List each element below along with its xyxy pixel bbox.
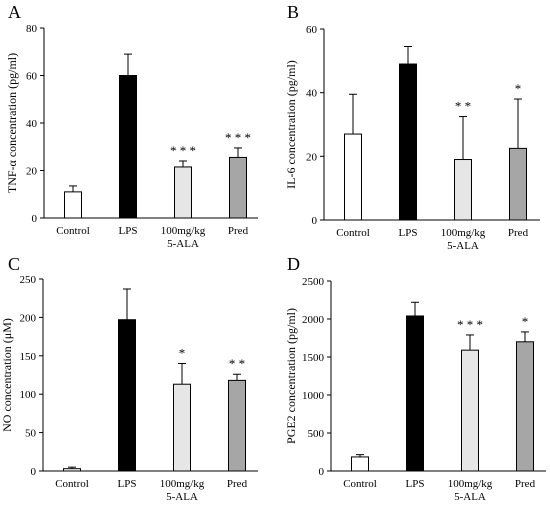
x-tick-label: Pred — [508, 227, 529, 239]
panel-label: D — [287, 254, 300, 274]
y-tick-label: 1500 — [302, 352, 325, 364]
y-tick-label: 60 — [26, 71, 38, 83]
y-tick-label: 2500 — [302, 276, 325, 288]
y-axis-title: IL-6 concentration (pg/ml) — [284, 60, 298, 189]
y-tick-label: 20 — [26, 166, 38, 178]
bar-100mg-kg — [454, 159, 472, 221]
x-tick-label: Pred — [227, 478, 248, 490]
bar-control — [344, 133, 362, 221]
x-tick-label: Control — [56, 225, 90, 237]
y-tick-label: 150 — [20, 351, 37, 363]
significance-marker: * * * — [225, 130, 251, 145]
bar-control — [63, 468, 81, 472]
significance-marker: * — [522, 314, 529, 329]
x-tick-label: 100mg/kg 5-ALA — [441, 227, 486, 252]
y-axis-title: PGE2 concentration (pg/ml) — [284, 308, 298, 444]
y-tick-label: 2000 — [302, 314, 325, 326]
y-tick-label: 250 — [20, 274, 37, 286]
y-tick-label: 100 — [20, 389, 37, 401]
y-tick-label: 0 — [312, 215, 318, 227]
bar-lps — [118, 319, 136, 472]
bar-100mg-kg — [461, 349, 479, 472]
y-tick-label: 50 — [25, 428, 37, 440]
y-axis-title: TNF-α concentration (pg/ml) — [5, 53, 19, 193]
bar-pred — [228, 379, 246, 472]
y-tick-label: 20 — [306, 151, 318, 163]
x-tick-label: LPS — [119, 225, 138, 237]
bar-100mg-kg — [173, 383, 191, 472]
chart-panel-b: B 0 20 40 60 IL-6 concentration (pg/ml) Contro… — [284, 2, 540, 252]
bar-pred — [516, 341, 534, 472]
panel-label: B — [287, 2, 299, 22]
significance-marker: * — [515, 81, 522, 96]
bar-control — [351, 456, 369, 472]
x-tick-label: Control — [55, 478, 89, 490]
y-axis-title: NO concentration (μM) — [0, 318, 14, 432]
x-tick-label: 100mg/kg 5-ALA — [160, 478, 205, 503]
y-tick-label: 80 — [26, 23, 38, 35]
x-tick-label: Control — [343, 478, 377, 490]
x-tick-label: 100mg/kg 5-ALA — [161, 225, 206, 250]
x-tick-label: LPS — [399, 227, 418, 239]
chart-panel-c: C 0 50 100 150 200 250 NO concentration (μM) Con… — [0, 254, 258, 503]
chart-panel-a: A 0 20 40 60 80 TNF-α concentration (pg/ml) Con… — [5, 2, 258, 250]
x-tick-label: LPS — [406, 478, 425, 490]
bar-100mg-kg — [174, 166, 192, 219]
y-tick-label: 0 — [31, 466, 37, 478]
y-tick-label: 60 — [306, 24, 318, 36]
bar-control — [64, 191, 82, 219]
bar-pred — [229, 156, 247, 219]
y-tick-label: 0 — [32, 213, 38, 225]
bar-pred — [509, 147, 527, 221]
x-tick-label: Control — [336, 227, 370, 239]
significance-marker: * * — [455, 99, 471, 114]
y-tick-label: 40 — [26, 118, 38, 130]
panel-label: A — [8, 2, 21, 22]
x-tick-label: Pred — [515, 478, 536, 490]
x-tick-label: Pred — [228, 225, 249, 237]
bar-lps — [399, 63, 417, 221]
chart-panel-d: D 0 500 1000 1500 2000 2500 PGE2 concentration … — [284, 254, 546, 503]
significance-marker: * * — [229, 356, 245, 371]
panel-label: C — [8, 254, 20, 274]
y-tick-label: 200 — [20, 312, 37, 324]
x-tick-label: 100mg/kg 5-ALA — [448, 478, 493, 503]
y-tick-label: 40 — [306, 88, 318, 100]
significance-marker: * * * — [170, 143, 196, 158]
y-tick-label: 1000 — [302, 390, 325, 402]
bar-lps — [406, 315, 424, 472]
significance-marker: * * * — [457, 317, 483, 332]
x-tick-label: LPS — [118, 478, 137, 490]
significance-marker: * — [179, 345, 186, 360]
y-tick-label: 500 — [308, 428, 325, 440]
y-tick-label: 0 — [319, 466, 325, 478]
bar-lps — [119, 75, 137, 219]
